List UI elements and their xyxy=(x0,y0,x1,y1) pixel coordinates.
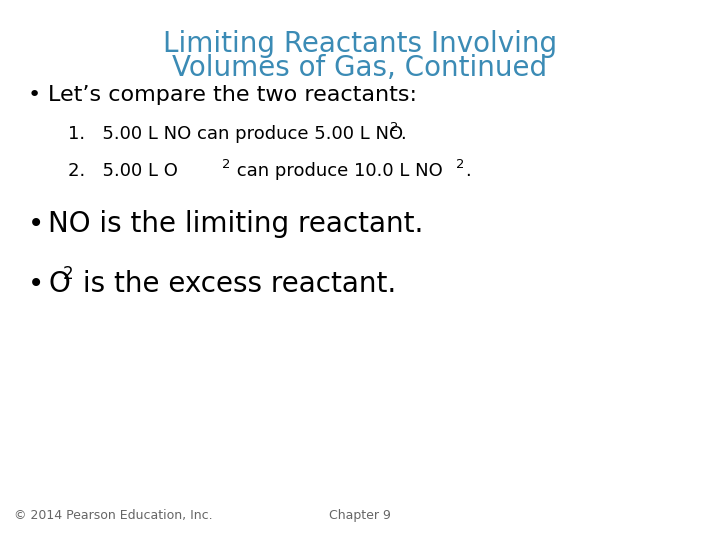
Text: © 2014 Pearson Education, Inc.: © 2014 Pearson Education, Inc. xyxy=(14,509,212,522)
Text: 2: 2 xyxy=(390,121,398,134)
Text: 2: 2 xyxy=(456,158,464,171)
Text: 1.   5.00 L NO can produce 5.00 L NO: 1. 5.00 L NO can produce 5.00 L NO xyxy=(68,125,403,143)
Text: •: • xyxy=(28,270,44,298)
Text: .: . xyxy=(465,162,471,180)
Text: NO is the limiting reactant.: NO is the limiting reactant. xyxy=(48,210,423,238)
Text: •: • xyxy=(28,210,44,238)
Text: •: • xyxy=(28,85,41,105)
Text: Chapter 9: Chapter 9 xyxy=(329,509,391,522)
Text: 2: 2 xyxy=(63,265,73,283)
Text: O: O xyxy=(48,270,70,298)
Text: Let’s compare the two reactants:: Let’s compare the two reactants: xyxy=(48,85,417,105)
Text: can produce 10.0 L NO: can produce 10.0 L NO xyxy=(231,162,443,180)
Text: is the excess reactant.: is the excess reactant. xyxy=(74,270,396,298)
Text: Volumes of Gas, Continued: Volumes of Gas, Continued xyxy=(172,54,548,82)
Text: 2: 2 xyxy=(222,158,230,171)
Text: .: . xyxy=(400,125,406,143)
Text: Limiting Reactants Involving: Limiting Reactants Involving xyxy=(163,30,557,58)
Text: 2.   5.00 L O: 2. 5.00 L O xyxy=(68,162,178,180)
